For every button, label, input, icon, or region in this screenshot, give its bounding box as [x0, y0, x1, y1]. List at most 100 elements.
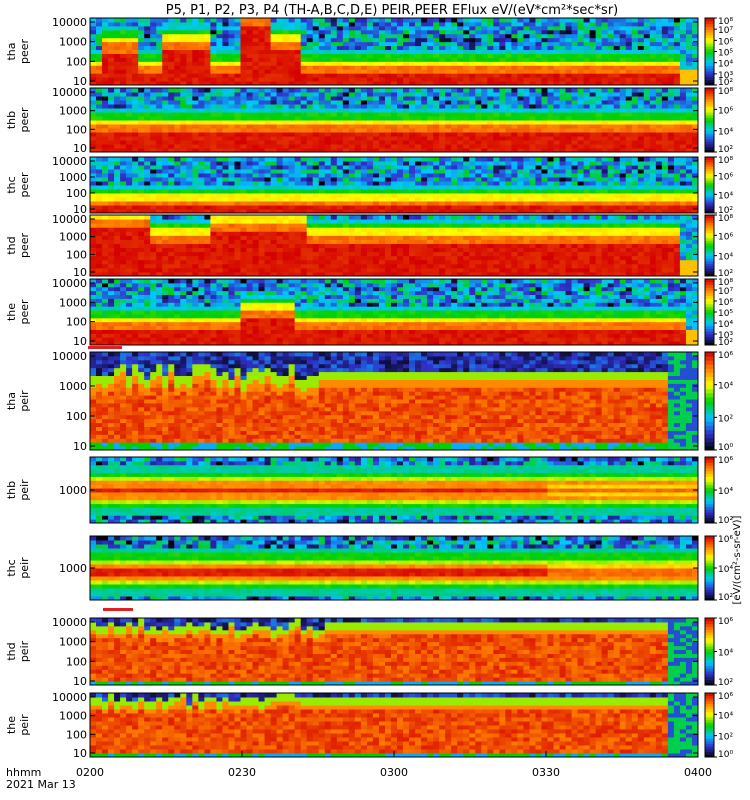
heatmap-cell: [90, 49, 97, 54]
heatmap-cell: [445, 173, 452, 178]
heatmap-cell: [252, 116, 260, 121]
heatmap-cell: [397, 197, 404, 202]
heatmap-cell: [180, 100, 187, 105]
heatmap-cell: [673, 144, 681, 149]
heatmap-cell: [90, 132, 97, 137]
heatmap-cell: [276, 148, 284, 153]
heatmap-cell: [378, 140, 386, 145]
heatmap-cell: [601, 136, 609, 141]
heatmap-cell: [571, 18, 579, 23]
heatmap-cell: [366, 21, 374, 27]
heatmap-cell: [174, 124, 181, 129]
heatmap-cell: [661, 112, 669, 117]
heatmap-cell: [162, 65, 169, 70]
heatmap-cell: [691, 181, 699, 186]
heatmap-cell: [108, 193, 115, 198]
heatmap-cell: [625, 128, 633, 133]
heatmap-cell: [156, 161, 163, 166]
heatmap-cell: [487, 185, 494, 190]
heatmap-cell: [571, 65, 579, 70]
heatmap-cell: [463, 201, 470, 206]
heatmap-cell: [673, 148, 681, 153]
heatmap-cell: [673, 108, 681, 113]
heatmap-cell: [150, 37, 157, 43]
heatmap-cell: [96, 124, 103, 129]
heatmap-cell: [252, 69, 260, 74]
heatmap-cell: [409, 124, 416, 129]
heatmap-cell: [276, 136, 284, 141]
heatmap-cell: [96, 73, 103, 78]
heatmap-cell: [120, 173, 127, 178]
heatmap-cell: [228, 185, 235, 190]
heatmap-cell: [541, 69, 549, 74]
heatmap-cell: [306, 165, 314, 170]
heatmap-cell: [294, 25, 302, 31]
heatmap-cell: [354, 193, 362, 198]
heatmap-cell: [481, 189, 488, 194]
heatmap-cell: [451, 37, 458, 43]
heatmap-cell: [174, 25, 181, 31]
heatmap-cell: [691, 73, 699, 78]
heatmap-cell: [204, 100, 211, 105]
heatmap-cell: [282, 189, 290, 194]
heatmap-cell: [523, 88, 530, 93]
heatmap-cell: [409, 61, 416, 66]
heatmap-cell: [409, 173, 416, 178]
heatmap-cell: [553, 181, 561, 186]
heatmap-cell: [318, 173, 326, 178]
heatmap-cell: [390, 69, 398, 74]
heatmap-cell: [463, 120, 470, 125]
colorbar-tick-label: 10⁷: [718, 26, 733, 36]
heatmap-cell: [541, 33, 549, 39]
heatmap-cell: [463, 104, 470, 109]
heatmap-cell: [661, 128, 669, 133]
heatmap-cell: [589, 140, 597, 145]
colorbar-segment: [705, 120, 714, 124]
heatmap-cell: [192, 140, 199, 145]
heatmap-cell: [505, 37, 512, 43]
heatmap-cell: [595, 41, 603, 47]
heatmap-cell: [607, 100, 615, 105]
heatmap-cell: [144, 161, 151, 166]
heatmap-cell: [306, 161, 314, 166]
heatmap-cell: [553, 33, 561, 39]
heatmap-cell: [511, 185, 518, 190]
heatmap-cell: [445, 136, 452, 141]
heatmap-cell: [415, 21, 422, 27]
heatmap-cell: [264, 37, 272, 43]
heatmap-cell: [216, 112, 223, 117]
heatmap-cell: [673, 136, 681, 141]
heatmap-cell: [523, 49, 530, 54]
heatmap-cell: [445, 33, 452, 39]
heatmap-cell: [607, 148, 615, 153]
heatmap-cell: [228, 96, 235, 101]
heatmap-cell: [282, 165, 290, 170]
heatmap-cell: [523, 116, 530, 121]
heatmap-cell: [535, 92, 542, 97]
heatmap-cell: [324, 120, 332, 125]
heatmap-cell: [535, 124, 542, 129]
heatmap-cell: [547, 77, 555, 82]
heatmap-cell: [577, 100, 585, 105]
heatmap-cell: [306, 45, 314, 51]
heatmap-cell: [505, 136, 512, 141]
heatmap-cell: [102, 227, 109, 232]
heatmap-cell: [661, 197, 669, 202]
heatmap-cell: [661, 116, 669, 121]
heatmap-cell: [342, 128, 350, 133]
heatmap-cell: [270, 33, 278, 39]
heatmap-cell: [192, 136, 199, 141]
heatmap-cell: [288, 181, 296, 186]
heatmap-cell: [180, 21, 187, 27]
heatmap-cell: [409, 116, 416, 121]
heatmap-cell: [240, 197, 248, 202]
heatmap-cell: [126, 81, 133, 86]
heatmap-cell: [469, 157, 476, 162]
heatmap-cell: [348, 185, 356, 190]
heatmap-cell: [499, 41, 506, 47]
heatmap-cell: [90, 219, 97, 224]
heatmap-cell: [138, 209, 145, 214]
heatmap-cell: [126, 193, 133, 198]
heatmap-cell: [120, 165, 127, 170]
heatmap-cell: [222, 189, 229, 194]
